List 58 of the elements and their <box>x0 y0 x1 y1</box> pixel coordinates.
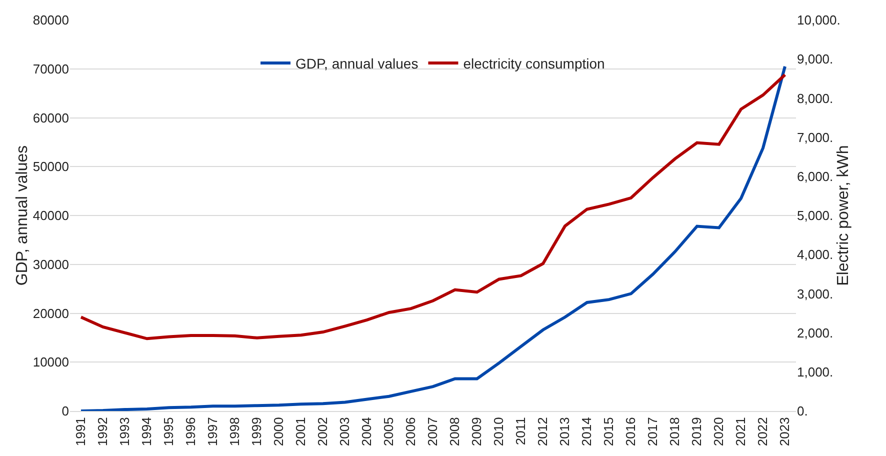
x-tick-label: 1998 <box>227 417 242 446</box>
y-tick-label: 10000 <box>32 354 69 370</box>
y2-tick-label: 1,000. <box>797 364 834 380</box>
x-tick-label: 2003 <box>337 417 352 446</box>
x-tick-label: 2004 <box>359 417 374 446</box>
x-tick-label: 2022 <box>755 417 770 446</box>
y-tick-label: 50000 <box>32 159 69 174</box>
y2-tick-label: 4,000. <box>797 247 834 262</box>
x-tick-label: 1993 <box>117 417 132 446</box>
x-tick-label: 2012 <box>535 417 550 446</box>
x-tick-label: 2001 <box>293 417 308 446</box>
y2-tick-label: 7,000. <box>797 130 834 145</box>
x-tick-label: 2015 <box>601 417 616 446</box>
x-tick-label: 1991 <box>73 417 88 446</box>
x-tick-label: 2008 <box>447 417 462 446</box>
y2-axis-title: Electric power, kWh <box>835 145 852 286</box>
y-tick-label: 40000 <box>32 208 69 224</box>
x-tick-label: 2010 <box>491 417 506 446</box>
legend-label: electricity consumption <box>463 55 605 72</box>
x-tick-label: 1994 <box>139 417 154 446</box>
x-tick-label: 2002 <box>315 417 330 446</box>
x-tick-label: 1996 <box>183 417 198 446</box>
y-tick-label: 80000 <box>32 12 69 28</box>
x-tick-label: 1997 <box>205 417 220 446</box>
x-tick-label: 2000 <box>271 417 286 446</box>
x-tick-label: 2007 <box>425 417 440 446</box>
y2-tick-label: 8,000. <box>797 90 834 106</box>
x-tick-label: 2005 <box>381 417 396 446</box>
y2-tick-label: 6,000. <box>797 168 834 184</box>
x-tick-label: 2013 <box>557 417 572 446</box>
x-tick-label: 2011 <box>513 417 528 446</box>
x-tick-label: 2023 <box>777 417 792 446</box>
y2-tick-label: 2,000. <box>797 325 834 340</box>
x-tick-label: 2006 <box>403 417 418 446</box>
x-tick-label: 2019 <box>689 417 704 446</box>
y-tick-label: 70000 <box>32 61 69 76</box>
legend-label: GDP, annual values <box>296 55 418 72</box>
x-tick-label: 1995 <box>161 417 176 446</box>
y-tick-label: 0 <box>62 404 69 419</box>
y-tick-label: 60000 <box>32 110 69 126</box>
y2-tick-label: 9,000. <box>797 52 834 67</box>
x-tick-label: 1999 <box>249 417 264 446</box>
x-tick-label: 1992 <box>95 417 110 446</box>
x-tick-label: 2021 <box>733 417 748 446</box>
line-series <box>80 73 786 340</box>
y-axis-title: GDP, annual values <box>14 145 31 286</box>
y2-tick-label: 0. <box>797 404 808 419</box>
y2-tick-label: 5,000. <box>797 208 834 224</box>
x-tick-label: 2017 <box>645 417 660 446</box>
x-tick-label: 2020 <box>711 417 726 446</box>
y-tick-label: 20000 <box>32 306 69 321</box>
x-tick-label: 2018 <box>667 417 682 446</box>
y2-tick-label: 3,000. <box>797 286 834 302</box>
x-tick-label: 2016 <box>623 417 638 446</box>
x-tick-label: 2014 <box>579 417 594 446</box>
x-tick-label: 2009 <box>469 417 484 446</box>
y-tick-label: 30000 <box>32 256 69 272</box>
y2-tick-label: 10,000. <box>797 12 840 28</box>
